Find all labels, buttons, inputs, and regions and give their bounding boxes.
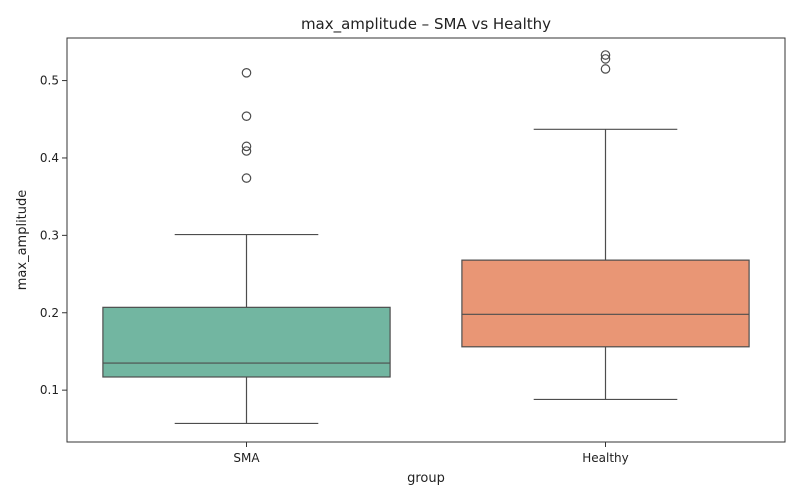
outlier-point [600, 64, 611, 74]
y-tick-label: 0.3 [40, 228, 59, 242]
y-axis-label: max_amplitude [15, 190, 30, 291]
outlier-point [241, 68, 252, 78]
outlier-point [600, 54, 611, 64]
y-axis: 0.1 0.2 0.3 0.4 0.5 [40, 74, 67, 397]
y-tick-label: 0.4 [40, 151, 59, 165]
x-tick-label: Healthy [582, 451, 629, 465]
box-group-healthy [461, 50, 750, 401]
outlier-point [241, 173, 252, 183]
plot-frame [66, 37, 786, 443]
outlier-point [241, 141, 252, 152]
box-group-sma [102, 68, 391, 425]
x-tick-label: SMA [233, 451, 260, 465]
outlier-point [600, 50, 611, 60]
chart-title: max_amplitude – SMA vs Healthy [301, 15, 551, 34]
y-tick-label: 0.5 [40, 74, 59, 88]
outlier-point [241, 111, 252, 121]
outlier-point [241, 146, 252, 156]
y-tick-label: 0.1 [40, 383, 59, 397]
y-tick-label: 0.2 [40, 306, 59, 320]
x-axis-label: group [407, 471, 445, 486]
iqr-box [102, 306, 391, 378]
x-axis: SMA Healthy [233, 442, 629, 465]
box-plot-series [102, 50, 750, 425]
iqr-box [461, 259, 750, 348]
